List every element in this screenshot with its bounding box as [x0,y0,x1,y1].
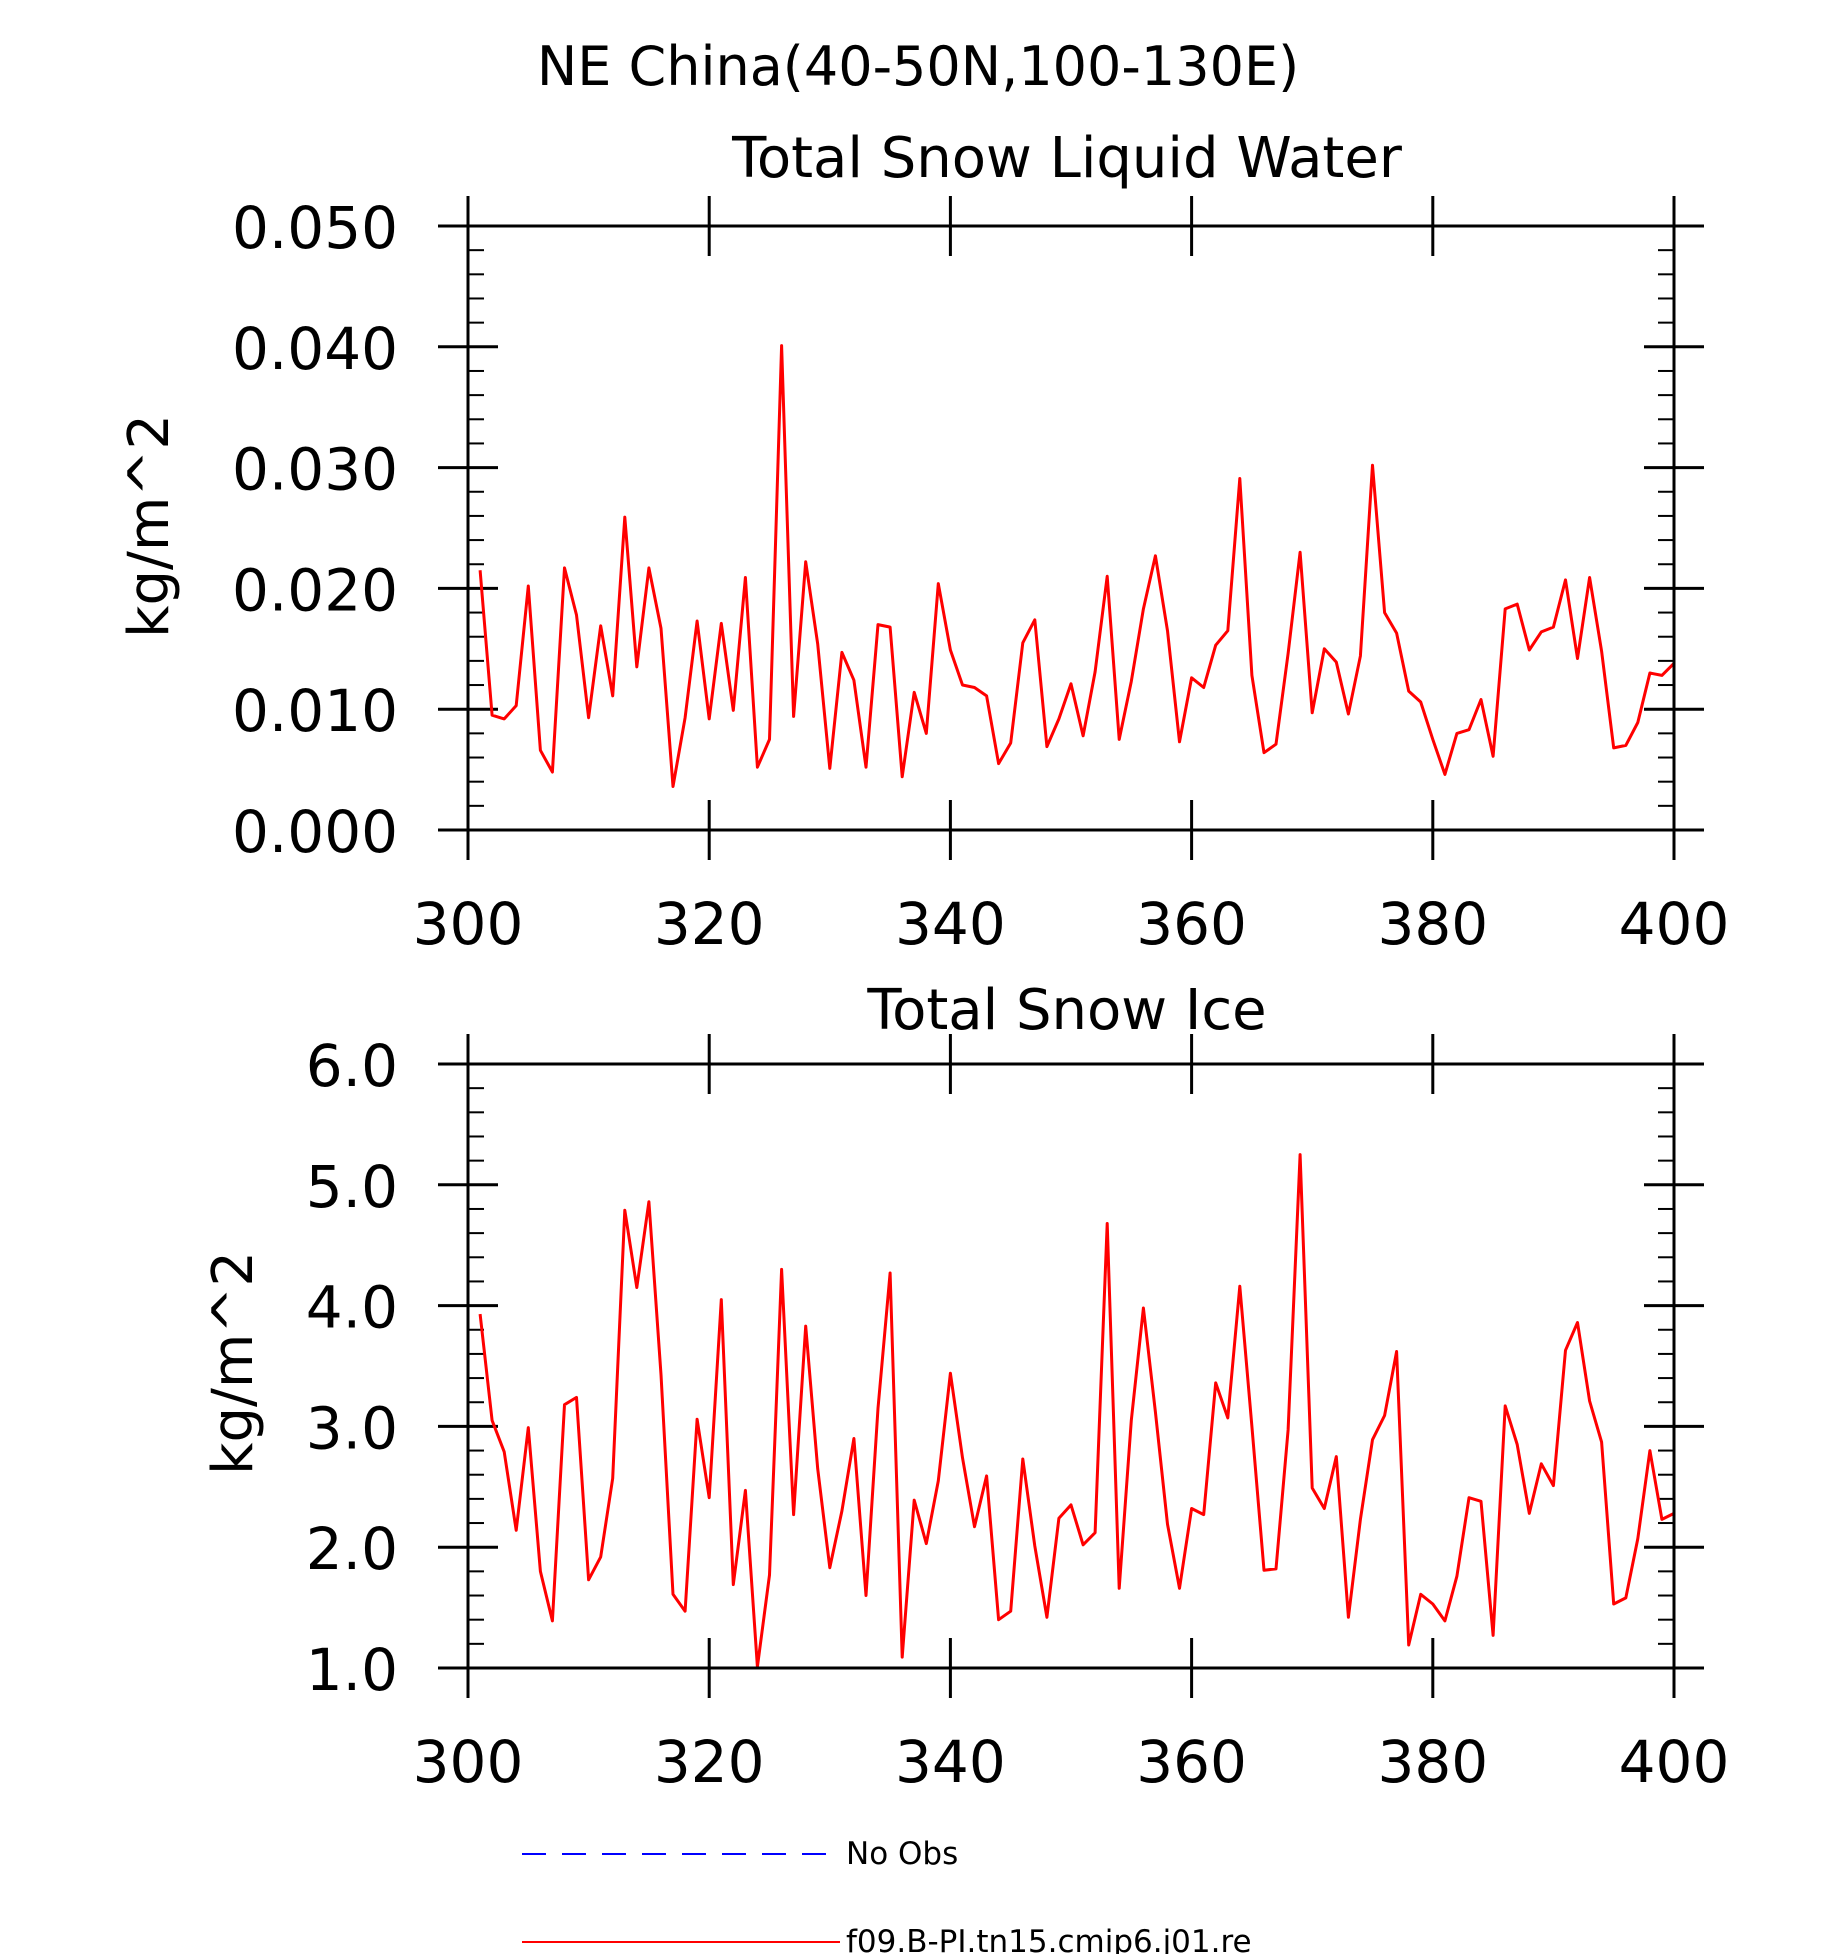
axis-ticks [438,1034,1704,1698]
x-tick-label: 360 [1136,1728,1247,1796]
legend-label-no-obs: No Obs [846,1836,958,1872]
y-tick-label: 3.0 [306,1394,398,1462]
y-tick-label: 5.0 [306,1153,398,1221]
y-axis-label: kg/m^2 [117,414,182,638]
y-tick-labels: 0.000 0.010 0.020 0.030 0.040 0.050 [232,194,398,866]
x-tick-label: 320 [654,1728,765,1796]
x-tick-label: 320 [654,890,765,958]
y-tick-label: 0.000 [232,798,398,866]
series-line [478,1153,1675,1669]
panel-snow-liquid-water: Total Snow Liquid Water kg/m^2 0.000 0.01… [117,126,1729,958]
x-tick-label: 300 [413,1728,524,1796]
y-tick-label: 0.040 [232,315,398,383]
plot-frame [466,1062,1676,1670]
figure-title: NE China(40-50N,100-130E) [537,35,1299,98]
x-tick-label: 340 [895,890,1006,958]
x-tick-labels: 300 320 340 360 380 400 [413,1728,1730,1796]
y-tick-label: 0.050 [232,194,398,262]
x-tick-label: 400 [1619,890,1730,958]
y-tick-label: 6.0 [306,1032,398,1100]
y-tick-label: 1.0 [306,1636,398,1704]
y-tick-label: 2.0 [306,1515,398,1583]
panel-title: Total Snow Liquid Water [731,126,1403,191]
legend: No Obs f09.B-PI.tn15.cmip6.j01.re [522,1836,1252,1954]
y-tick-label: 0.010 [232,677,398,745]
x-tick-labels: 300 320 340 360 380 400 [413,890,1730,958]
plot-frame [466,224,1676,832]
y-axis-label: kg/m^2 [201,1251,266,1475]
x-tick-label: 300 [413,890,524,958]
x-tick-label: 360 [1136,890,1247,958]
y-tick-labels: 1.0 2.0 3.0 4.0 5.0 6.0 [306,1032,398,1704]
y-tick-label: 4.0 [306,1274,398,1342]
panel-title: Total Snow Ice [866,978,1266,1043]
x-tick-label: 400 [1619,1728,1730,1796]
x-tick-label: 340 [895,1728,1006,1796]
x-tick-label: 380 [1377,1728,1488,1796]
y-tick-label: 0.030 [232,436,398,504]
y-tick-label: 0.020 [232,556,398,624]
series-line [478,344,1676,788]
panel-snow-ice: Total Snow Ice kg/m^2 1.0 2.0 3.0 4.0 5.0 6.0… [201,978,1729,1796]
x-tick-label: 380 [1377,890,1488,958]
axis-ticks [438,196,1704,860]
legend-label-model: f09.B-PI.tn15.cmip6.j01.re [846,1924,1252,1954]
